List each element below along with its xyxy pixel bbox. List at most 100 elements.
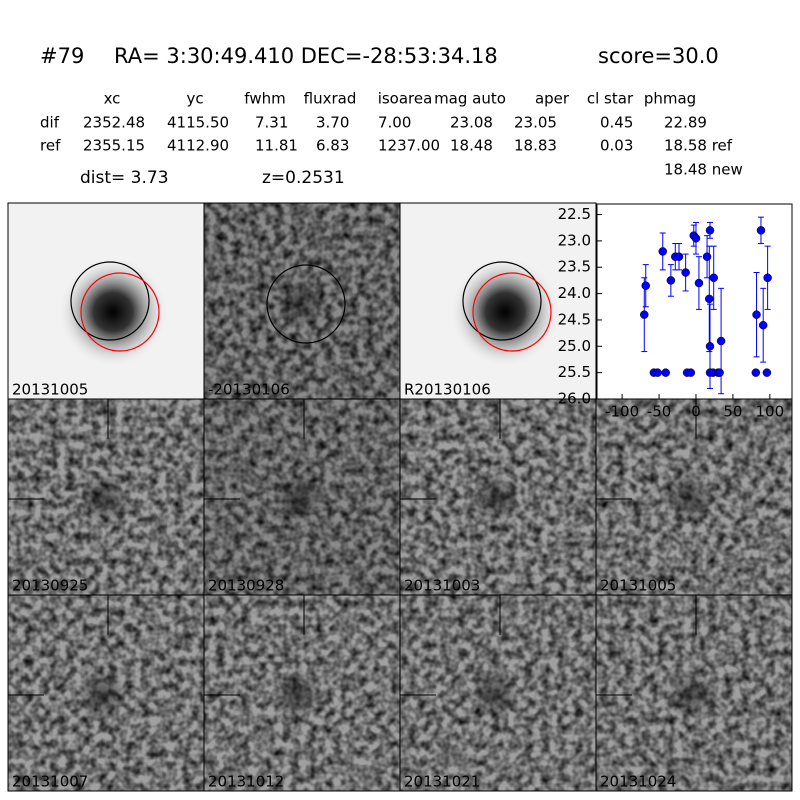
table-cell: 18.48 [450,137,493,155]
table-cell: 4112.90 [167,137,229,155]
panel-label: 20130925 [12,577,88,595]
y-tick-label: 25.0 [558,337,591,355]
table-cell: 6.83 [316,137,349,155]
point [709,273,718,283]
residual [470,474,520,524]
x-tick-label: -50 [647,403,672,421]
row-label: ref [40,137,61,155]
point [763,273,772,283]
column-header: fluxrad [304,90,357,108]
x-tick-label: -100 [605,403,639,421]
panel-label: 20131024 [600,773,676,791]
table-cell: 18.83 [514,137,557,155]
table-cell: 0.03 [600,137,633,155]
column-header: xc [104,90,121,108]
panel-label: -20130106 [208,381,290,399]
residual [78,670,128,720]
y-tick-label: 23.0 [558,231,591,249]
row-label: dif [40,114,60,132]
table-cell: 18.58 ref [664,137,733,155]
point [653,368,662,377]
panel-label: 20130928 [208,577,284,595]
new-mag: 18.48 new [664,161,743,179]
aperture [70,261,150,341]
point [686,368,696,377]
point [762,368,772,377]
table-cell: 22.89 [664,114,707,132]
object-id: #79 [40,44,84,68]
source-blob [450,257,560,367]
y-tick-label: 23.5 [558,258,591,276]
table-cell: 1237.00 [378,137,440,155]
panel-label: 20131012 [208,773,284,791]
residual [274,278,324,328]
point [752,310,761,319]
column-header: phmag [644,90,696,108]
column-header: mag auto [434,90,506,108]
point [716,336,726,346]
panel-label: 20131005 [600,577,676,595]
column-header: fwhm [244,90,285,108]
panel-label: 20131005 [12,381,88,399]
point [640,310,649,319]
panel-label: 20131007 [12,773,88,791]
x-tick-label: 0 [691,403,701,421]
aperture-ref [80,272,160,352]
panels: 20131005 -20130106 R20130106 20130925 201309… [7,202,793,792]
point [666,276,676,285]
aperture [462,261,542,341]
point [756,226,766,235]
point [641,281,650,290]
residual [666,670,716,720]
point [691,234,701,243]
point [674,252,684,261]
residual [470,670,520,720]
table-cell: 3.70 [316,114,349,132]
panel-label: 20131021 [404,773,480,791]
y-tick-label: 25.5 [558,363,591,381]
column-header: aper [535,90,570,108]
table-cell: 23.05 [514,114,557,132]
y-tick-label: 24.0 [558,284,591,302]
point [705,294,714,304]
residual [274,670,324,720]
point [705,342,715,351]
point [751,368,761,377]
score: score=30.0 [598,44,719,68]
point [715,368,724,377]
column-header: isoarea [378,90,433,108]
point [702,252,712,261]
table-cell: 2352.48 [83,114,145,132]
table-cell: 23.08 [450,114,493,132]
y-tick-label: 22.5 [558,205,591,223]
residual [666,474,716,524]
column-header: cl star [587,90,634,108]
coords: RA= 3:30:49.410 DEC=-28:53:34.18 [114,44,498,68]
panel-label: R20130106 [404,381,491,399]
y-tick-label: 24.5 [558,310,591,328]
dist: dist= 3.73 [80,168,169,188]
light-curve: 22.5 23.0 23.5 24.0 24.5 25.0 25.5 26.0 -100 -50 0… [558,203,793,421]
table-cell: 4115.50 [167,114,229,132]
y-tick-label: 26.0 [558,390,591,408]
residual [274,474,324,524]
point [694,278,704,288]
plot-area [596,203,793,400]
table-cell: 0.45 [600,114,633,132]
aperture [266,264,346,344]
table-cell: 11.81 [255,137,298,155]
table-cell: 7.00 [378,114,411,132]
point [758,320,768,330]
aperture-ref [472,272,552,352]
point [681,268,690,277]
x-tick-label: 100 [756,403,785,421]
table-cell: 7.31 [255,114,288,132]
source-blob [58,257,168,367]
column-header: yc [186,90,203,108]
residual [78,474,128,524]
point [705,226,715,235]
x-tick-label: 50 [723,403,742,421]
panel-frame [595,594,793,792]
table-cell: 2355.15 [83,137,145,155]
